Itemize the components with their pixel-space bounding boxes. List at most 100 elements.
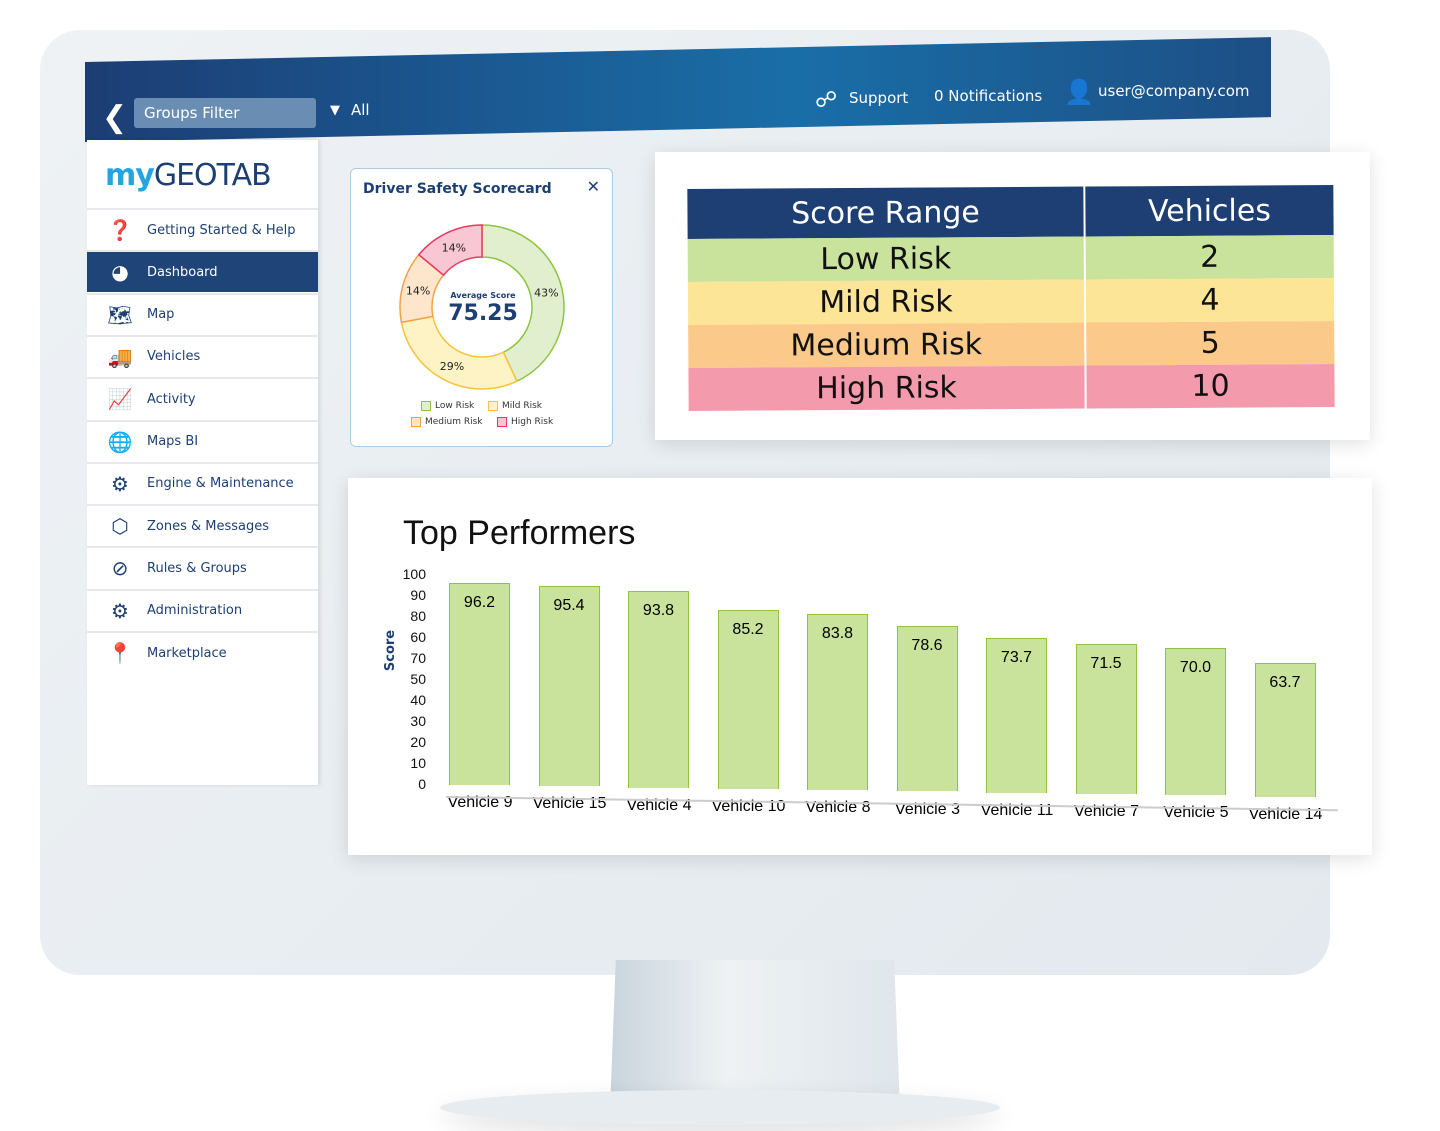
average-score-label: Average Score — [450, 291, 516, 300]
y-tick-label: 30 — [410, 713, 426, 729]
bar-value-label: 96.2 — [463, 593, 496, 611]
sidebar-item-label: Rules & Groups — [147, 560, 247, 576]
donut-slice-label: 14% — [406, 285, 430, 298]
legend-item: Medium Risk — [411, 417, 483, 427]
zones-icon: ⬡ — [111, 514, 129, 539]
sidebar-item-label: Zones & Messages — [147, 518, 270, 534]
scorecard-title: Driver Safety Scorecard — [363, 181, 552, 197]
bar: 85.2 — [717, 609, 779, 789]
legend-swatch — [411, 417, 421, 427]
table-row: Medium Risk 5 — [688, 321, 1336, 368]
bar-value-label: 70.0 — [1179, 659, 1212, 677]
legend-label: Mild Risk — [502, 401, 542, 411]
score-range-cell: Mild Risk — [687, 279, 1086, 325]
sidebar-item-label: Dashboard — [147, 264, 218, 280]
vehicles-cell: 2 — [1084, 235, 1335, 280]
sidebar-item-marketplace[interactable]: 📍 Marketplace — [87, 631, 318, 673]
average-score-value: 75.25 — [448, 301, 518, 326]
donut-slice-label: 14% — [442, 241, 466, 254]
header-score-range: Score Range — [687, 186, 1085, 239]
bar: 78.6 — [896, 626, 958, 792]
score-range-cell: High Risk — [688, 365, 1086, 411]
notifications-link[interactable]: 0 Notifications — [934, 87, 1043, 105]
help-icon: ❓ — [107, 218, 133, 242]
sidebar-item-zones-messages[interactable]: ⬡ Zones & Messages — [87, 504, 318, 546]
donut-chart: 43% 29% 14% 14% — [399, 224, 565, 390]
vehicles-cell: 10 — [1085, 364, 1336, 409]
legend-swatch — [421, 401, 431, 411]
bar-value-label: 73.7 — [1000, 649, 1033, 667]
groups-filter-value[interactable]: All — [351, 101, 370, 119]
monitor-stand — [610, 960, 900, 1110]
monitor-base — [440, 1090, 1000, 1125]
score-range-cell: Low Risk — [687, 236, 1085, 282]
bar-value-label: 71.5 — [1090, 654, 1122, 672]
chart-title: Top Performers — [403, 514, 636, 552]
sidebar-item-administration[interactable]: ⚙ Administration — [87, 588, 318, 631]
sidebar-item-map[interactable]: 🗺 Map — [87, 292, 318, 335]
sidebar-item-dashboard[interactable]: ◕ Dashboard — [87, 250, 318, 293]
bar: 83.8 — [807, 614, 868, 791]
sidebar-item-label: Vehicles — [147, 349, 201, 365]
chevron-left-icon[interactable]: ❮ — [102, 100, 128, 135]
y-tick-label: 100 — [402, 566, 426, 582]
bar-value-label: 93.8 — [642, 601, 675, 619]
bar-value-label: 63.7 — [1269, 673, 1301, 691]
y-tick-label: 0 — [418, 776, 426, 792]
bar: 73.7 — [986, 638, 1047, 793]
user-icon: 👤 — [1064, 78, 1094, 106]
donut-slice-label: 29% — [440, 360, 464, 373]
marketplace-icon: 📍 — [107, 641, 133, 665]
sidebar-item-label: Getting Started & Help — [147, 222, 296, 238]
donut-slice-mild-risk — [400, 315, 518, 390]
legend-label: High Risk — [511, 417, 554, 427]
sidebar: myGEOTAB ❓ Getting Started & Help ◕ Dashboa… — [87, 140, 318, 785]
close-icon[interactable]: ✕ — [586, 177, 600, 196]
y-tick-label: 70 — [410, 650, 426, 666]
y-tick-label: 10 — [410, 755, 426, 771]
sidebar-item-maps-bi[interactable]: 🌐 Maps BI — [87, 419, 318, 462]
top-performers-card: Top Performers Score 100 90 80 60 70 50 40 30 20… — [348, 478, 1372, 855]
bar-value-label: 83.8 — [821, 625, 854, 643]
legend-label: Low Risk — [435, 401, 475, 411]
y-tick-label: 40 — [410, 692, 426, 708]
sidebar-item-engine-maintenance[interactable]: ⚙ Engine & Maintenance — [87, 461, 318, 504]
y-tick-label: 80 — [410, 608, 426, 624]
bar-value-label: 85.2 — [732, 620, 764, 638]
y-tick-label: 90 — [410, 587, 426, 603]
mygeotab-logo[interactable]: myGEOTAB — [105, 158, 272, 193]
legend-item: High Risk — [497, 417, 553, 427]
bar: 70.0 — [1165, 648, 1226, 796]
groups-filter-input[interactable]: Groups Filter — [134, 98, 316, 128]
sidebar-item-label: Engine & Maintenance — [147, 476, 294, 492]
risk-table: Score Range Vehicles Low Risk 2 Mild Risk 4… — [687, 185, 1336, 411]
sidebar-item-getting-started-help[interactable]: ❓ Getting Started & Help — [87, 208, 318, 250]
legend-item: Mild Risk — [488, 401, 542, 411]
vehicles-cell: 5 — [1085, 321, 1336, 366]
donut-slice-high-risk — [417, 224, 483, 277]
legend-label: Medium Risk — [425, 417, 483, 427]
sidebar-item-label: Administration — [147, 603, 243, 619]
sidebar-item-rules-groups[interactable]: ⊘ Rules & Groups — [87, 546, 318, 588]
table-row: Mild Risk 4 — [687, 278, 1336, 325]
truck-icon: 🚚 — [107, 344, 133, 369]
sidebar-item-label: Marketplace — [147, 645, 227, 661]
donut-slice-low-risk — [481, 224, 565, 383]
bar: 63.7 — [1254, 662, 1316, 797]
dropdown-arrow-icon[interactable]: ▼ — [330, 103, 340, 118]
driver-safety-scorecard: Driver Safety Scorecard ✕ 43% 29% 14% 14% A… — [350, 168, 613, 447]
legend-swatch — [497, 417, 507, 427]
bar-value-label: 78.6 — [911, 637, 943, 655]
table-row: High Risk 10 — [688, 364, 1336, 411]
sidebar-item-activity[interactable]: 📈 Activity — [87, 377, 318, 419]
score-range-cell: Medium Risk — [688, 322, 1086, 368]
y-tick-label: 60 — [410, 629, 426, 645]
sidebar-item-vehicles[interactable]: 🚚 Vehicles — [87, 334, 318, 377]
y-tick-label: 50 — [410, 671, 426, 687]
legend-swatch — [488, 401, 498, 411]
headset-icon: ☍ — [815, 88, 838, 113]
support-link[interactable]: Support — [849, 89, 909, 107]
bar: 71.5 — [1075, 643, 1137, 795]
bar: 96.2 — [449, 582, 510, 785]
user-email[interactable]: user@company.com — [1098, 82, 1250, 100]
